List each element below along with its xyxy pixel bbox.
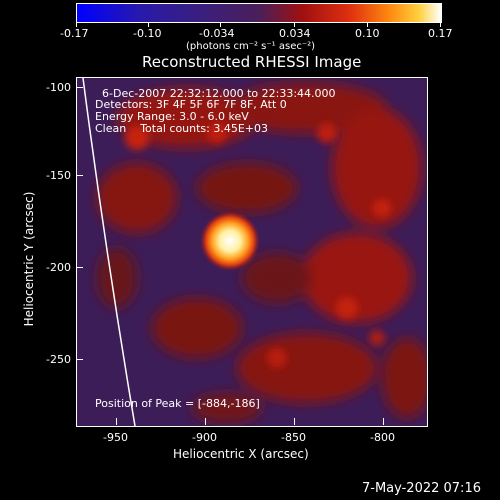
colorbar-tick-label: 0.034: [279, 27, 311, 40]
colorbar-tick-label: -0.10: [133, 27, 162, 40]
x-tick: [294, 418, 295, 425]
colorbar-tick: [367, 22, 368, 27]
emission-peak: [200, 211, 260, 271]
y-tick-label: -100: [46, 81, 71, 94]
y-tick: [76, 359, 83, 360]
solar-limb: [82, 78, 136, 426]
x-tick: [383, 418, 384, 425]
clean-counts: Clean Total counts: 3.45E+03: [95, 122, 269, 135]
x-tick-label: -900: [192, 431, 217, 444]
x-axis-label: Heliocentric X (arcsec): [173, 447, 309, 461]
x-tick-label: -800: [370, 431, 395, 444]
image-plot: [76, 77, 428, 427]
colorbar-units: (photons cm⁻² s⁻¹ asec⁻²): [186, 41, 316, 52]
x-tick: [205, 418, 206, 425]
energy-range: Energy Range: 3.0 - 6.0 keV: [95, 110, 249, 123]
colorbar-tick: [440, 22, 441, 27]
colorbar-tick: [76, 22, 77, 27]
colorbar-tick: [294, 22, 295, 27]
image-title: Reconstructed RHESSI Image: [142, 53, 362, 71]
y-tick-label: -200: [46, 261, 71, 274]
colorbar: [76, 3, 442, 23]
detectors: Detectors: 3F 4F 5F 6F 7F 8F, Att 0: [95, 98, 287, 111]
colorbar-tick-label: 0.17: [428, 27, 453, 40]
colorbar-tick-label: -0.17: [60, 27, 89, 40]
y-tick: [76, 175, 83, 176]
peak-position: Position of Peak = [-884,-186]: [95, 397, 260, 410]
colorbar-tick: [220, 22, 221, 27]
y-tick: [76, 87, 83, 88]
y-tick-label: -250: [46, 353, 71, 366]
y-axis-label: Heliocentric Y (arcsec): [22, 191, 36, 327]
x-tick-label: -950: [103, 431, 128, 444]
colorbar-tick: [148, 22, 149, 27]
solar-image: [77, 78, 427, 426]
x-tick: [116, 418, 117, 425]
x-tick-label: -850: [281, 431, 306, 444]
colorbar-tick-label: 0.10: [355, 27, 380, 40]
y-tick-label: -150: [46, 169, 71, 182]
colorbar-tick-label: -0.034: [199, 27, 235, 40]
footer-date: 7-May-2022 07:16: [362, 481, 481, 496]
time-range: 6-Dec-2007 22:32:12.000 to 22:33:44.000: [102, 87, 336, 100]
y-tick: [76, 267, 83, 268]
